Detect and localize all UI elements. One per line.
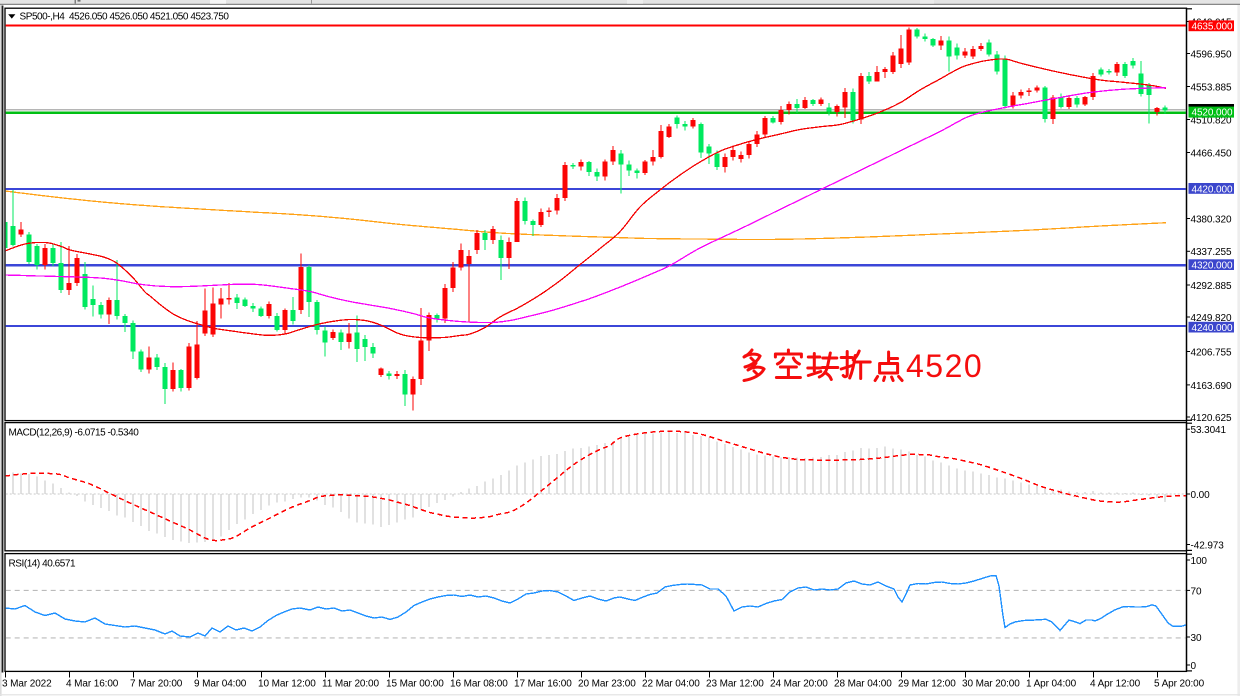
svg-text:4 Mar 16:00: 4 Mar 16:00 [66,679,119,690]
svg-text:9 Mar 04:00: 9 Mar 04:00 [194,679,247,690]
svg-text:29 Mar 12:00: 29 Mar 12:00 [898,679,956,690]
svg-text:4249.820: 4249.820 [1191,313,1232,324]
svg-text:-42.973: -42.973 [1191,540,1225,551]
svg-text:22 Mar 04:00: 22 Mar 04:00 [642,679,700,690]
svg-text:10 Mar 12:00: 10 Mar 12:00 [258,679,316,690]
svg-text:4380.320: 4380.320 [1191,214,1232,225]
svg-text:4120.625: 4120.625 [1191,413,1232,424]
svg-text:30: 30 [1191,633,1202,644]
svg-text:100: 100 [1191,556,1208,567]
svg-text:3 Mar 2022: 3 Mar 2022 [2,679,52,690]
svg-text:4292.885: 4292.885 [1191,281,1232,292]
svg-text:1 Apr 04:00: 1 Apr 04:00 [1026,679,1077,690]
svg-text:0.00: 0.00 [1191,490,1211,501]
svg-text:RSI(14) 40.6571: RSI(14) 40.6571 [9,559,77,570]
svg-text:SP500-,H4 4526.050 4526.050 4: SP500-,H4 4526.050 4526.050 4521.050 452… [20,12,230,23]
svg-text:7 Mar 20:00: 7 Mar 20:00 [130,679,183,690]
svg-text:4 Apr 12:00: 4 Apr 12:00 [1090,679,1141,690]
svg-text:20 Mar 23:00: 20 Mar 23:00 [578,679,636,690]
svg-text:4206.755: 4206.755 [1191,347,1232,358]
svg-text:11 Mar 20:00: 11 Mar 20:00 [322,679,380,690]
svg-text:28 Mar 04:00: 28 Mar 04:00 [834,679,892,690]
svg-text:4337.255: 4337.255 [1191,247,1232,258]
svg-text:0: 0 [1191,661,1197,672]
svg-text:4320.000: 4320.000 [1192,261,1233,272]
svg-text:70: 70 [1191,586,1202,597]
svg-text:5 Apr 20:00: 5 Apr 20:00 [1154,679,1205,690]
svg-text:4520: 4520 [906,348,983,384]
svg-text:53.3041: 53.3041 [1191,425,1227,436]
svg-text:4420.000: 4420.000 [1192,184,1233,195]
svg-text:4596.950: 4596.950 [1191,49,1232,60]
svg-text:4466.450: 4466.450 [1191,148,1232,159]
svg-text:4240.000: 4240.000 [1192,323,1233,334]
svg-text:4163.690: 4163.690 [1191,381,1232,392]
svg-text:MACD(12,26,9) -6.0715 -0.5340: MACD(12,26,9) -6.0715 -0.5340 [9,428,140,439]
svg-text:23 Mar 12:00: 23 Mar 12:00 [706,679,764,690]
svg-text:30 Mar 20:00: 30 Mar 20:00 [962,679,1020,690]
svg-text:4553.885: 4553.885 [1191,82,1232,93]
svg-text:24 Mar 20:00: 24 Mar 20:00 [770,679,828,690]
svg-text:16 Mar 08:00: 16 Mar 08:00 [450,679,508,690]
svg-text:4510.820: 4510.820 [1191,115,1232,126]
svg-text:17 Mar 16:00: 17 Mar 16:00 [514,679,572,690]
svg-text:4635.000: 4635.000 [1192,22,1233,33]
svg-text:4520.000: 4520.000 [1192,108,1233,119]
svg-text:15 Mar 00:00: 15 Mar 00:00 [386,679,444,690]
